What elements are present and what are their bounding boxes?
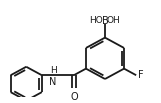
Text: B: B [102, 16, 108, 26]
Text: HO: HO [89, 16, 103, 25]
Text: OH: OH [107, 16, 121, 25]
Text: H: H [50, 66, 57, 75]
Text: F: F [138, 70, 144, 80]
Text: N: N [49, 77, 57, 87]
Text: O: O [70, 92, 78, 102]
